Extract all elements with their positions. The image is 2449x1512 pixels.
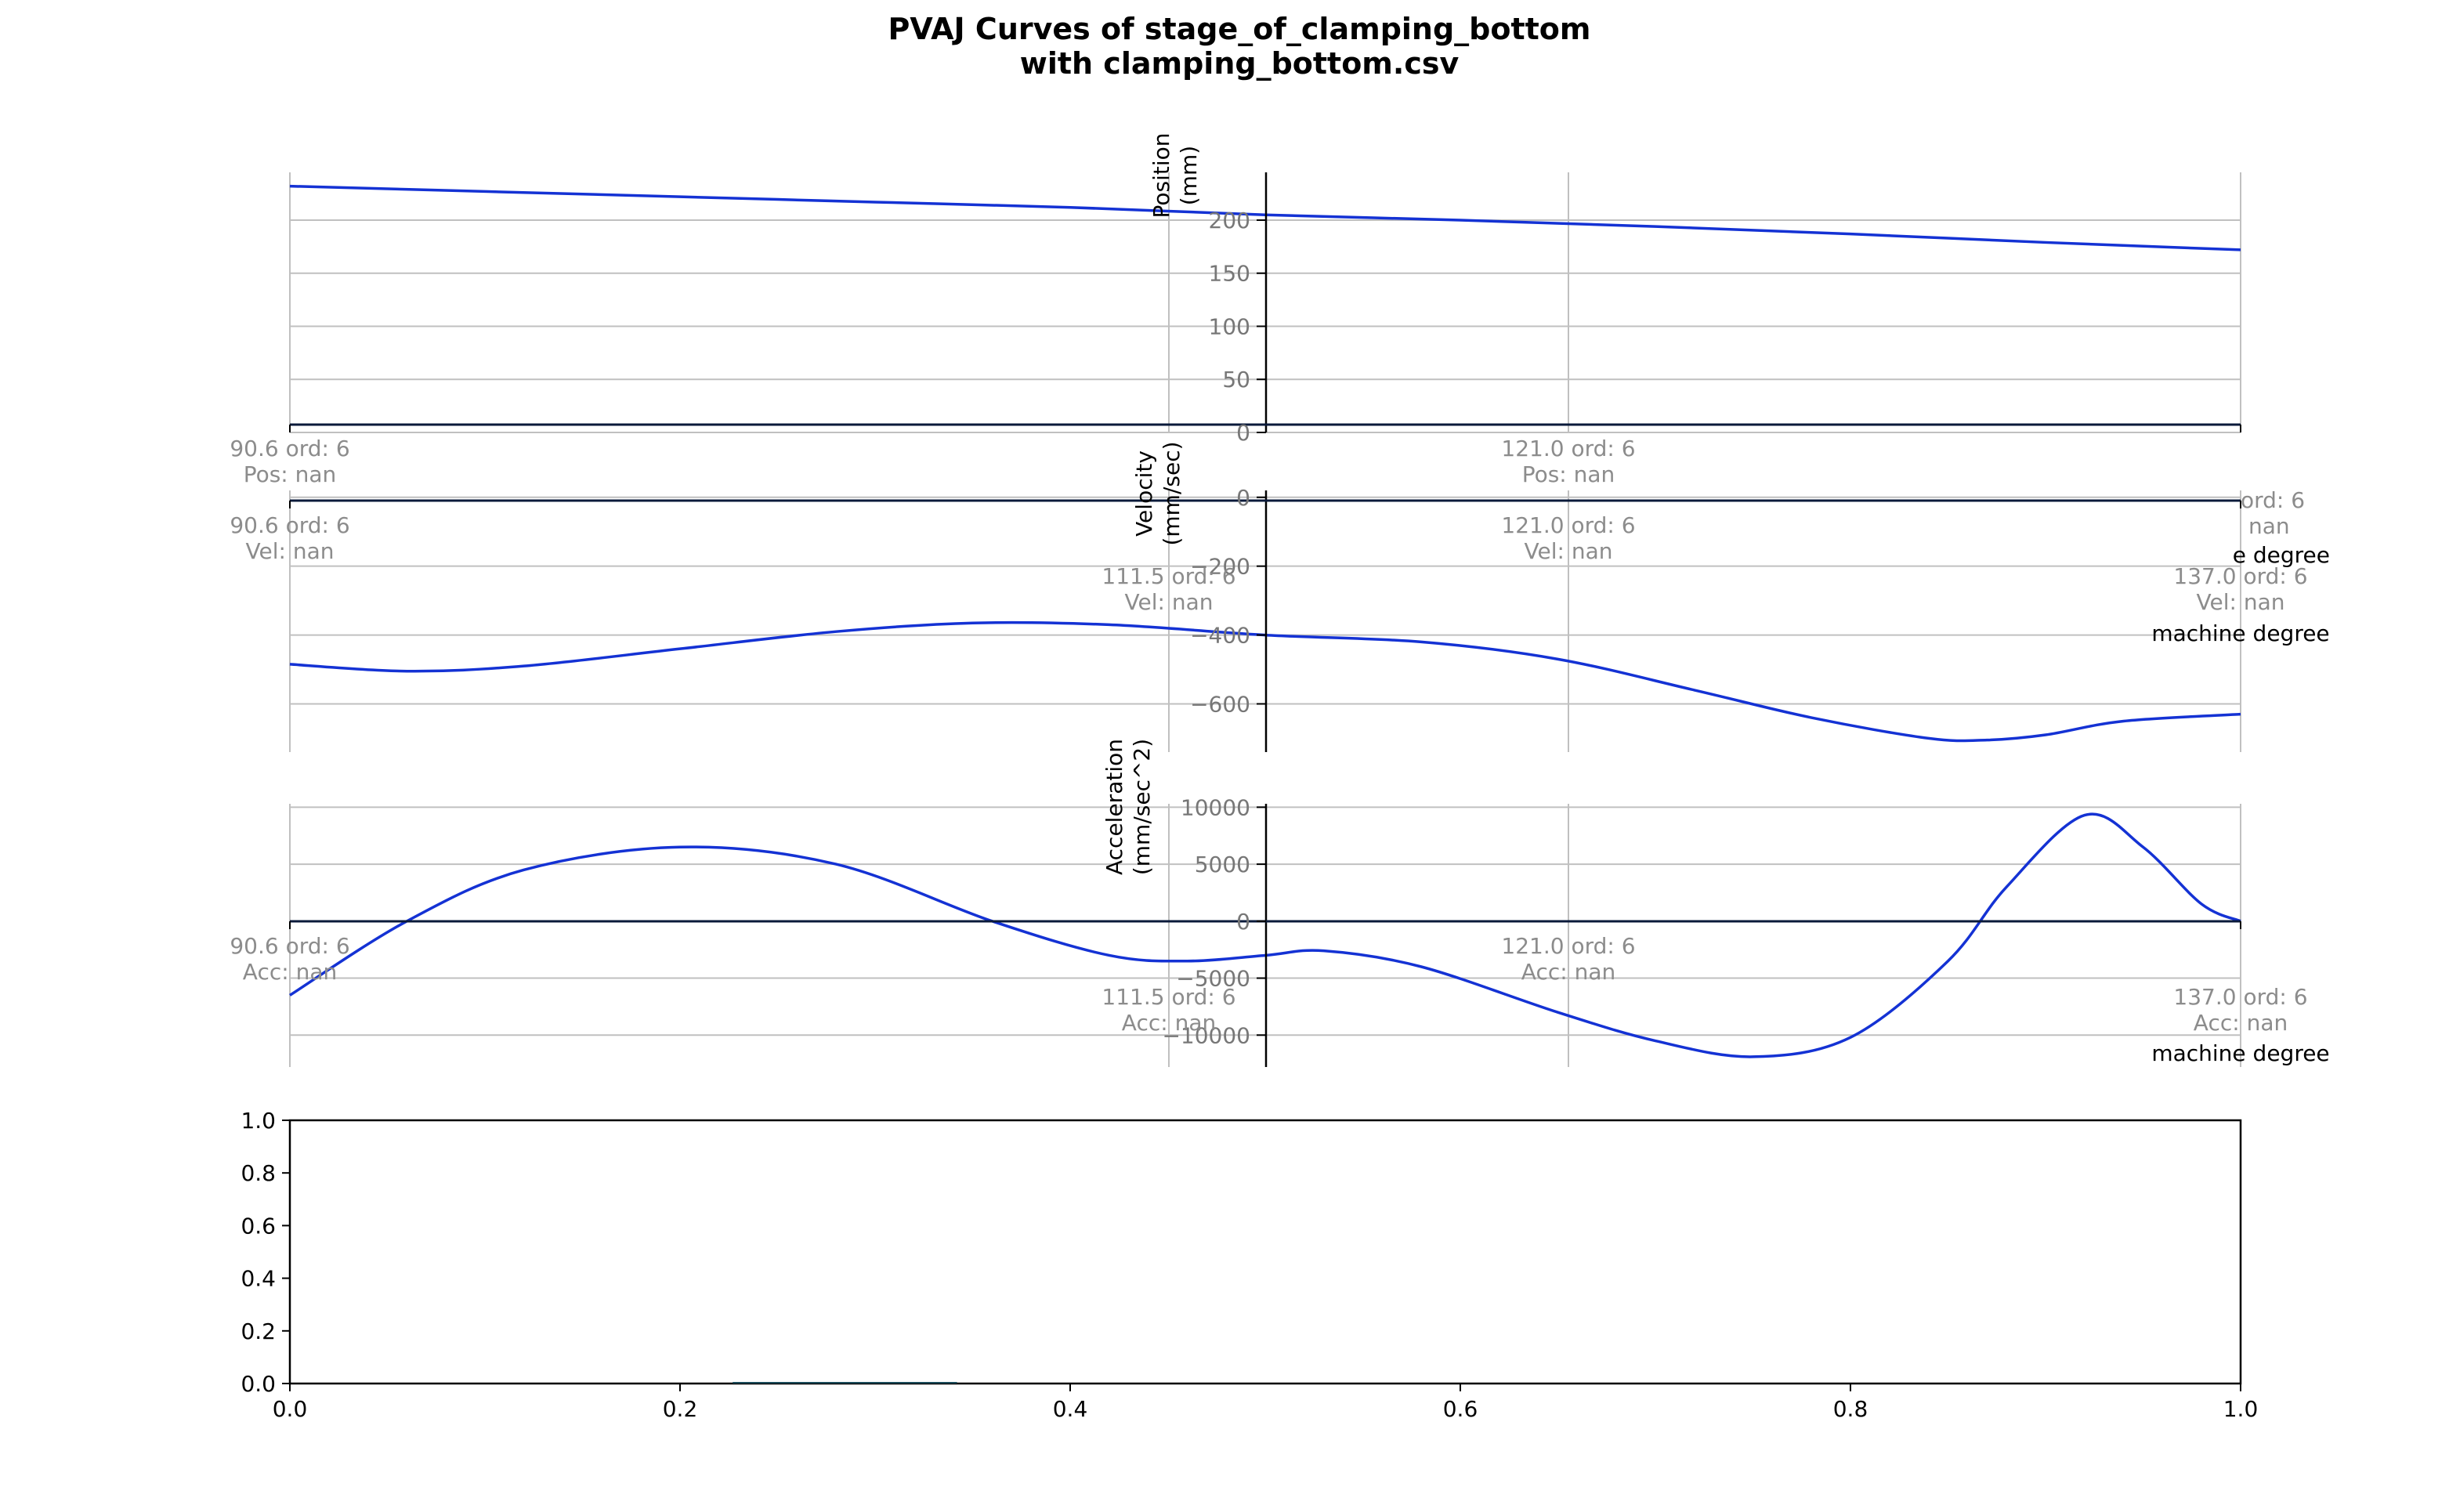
- velocity-ytick-label: 0: [1236, 485, 1250, 511]
- pos-marker-906-line1: 90.6 ord: 6: [230, 436, 349, 461]
- vel-marker-1210-line2: Vel: nan: [1525, 538, 1613, 564]
- empty-panel-xtick-label: 0.2: [663, 1396, 698, 1422]
- acceleration-ytick-label: 10000: [1181, 794, 1250, 820]
- position-ytick-label: 0: [1236, 420, 1250, 446]
- velocity-panel: 0 −200 −400 −600 Velocity (mm/sec) 90.6 ord…: [230, 441, 2330, 752]
- acceleration-ytick-label: −10000: [1162, 1022, 1250, 1048]
- figure-title-line1: PVAJ Curves of stage_of_clamping_bottom: [888, 12, 1590, 46]
- acc-marker-1370-line1: 137.0 ord: 6: [2173, 984, 2307, 1010]
- empty-panel-ytick-label: 0.8: [241, 1160, 276, 1186]
- vel-annotation-clipped-degree: e degree: [2233, 542, 2330, 568]
- position-ytick-label: 50: [1222, 367, 1250, 392]
- acceleration-ytick-label: 5000: [1195, 852, 1250, 877]
- acc-marker-906-line2: Acc: nan: [243, 959, 337, 985]
- empty-panel-xtick-label: 0.8: [1833, 1396, 1868, 1422]
- vel-annotation-machine-degree: machine degree: [2151, 620, 2329, 646]
- empty-panel-y-ticks: 0.0 0.2 0.4 0.6 0.8 1.0: [241, 1108, 290, 1397]
- empty-panel-ytick-label: 1.0: [241, 1108, 276, 1134]
- position-y-ticks: 0 50 100 150 200: [289, 208, 2241, 446]
- empty-panel-ytick-label: 0.2: [241, 1318, 276, 1344]
- acceleration-curve-line: [289, 812, 2241, 1058]
- pos-marker-1210-line2: Pos: nan: [1522, 461, 1615, 487]
- empty-panel-x-ticks: 0.0 0.2 0.4 0.6 0.8 1.0: [273, 1384, 2259, 1422]
- acc-annotation-machine-degree: machine degree: [2151, 1040, 2329, 1066]
- acc-marker-1115-line1: 111.5 ord: 6: [1102, 984, 1235, 1010]
- velocity-ytick-label: −600: [1190, 691, 1250, 717]
- acceleration-y-ticks: 10000 5000 0 −5000 −10000: [289, 794, 2241, 1048]
- acceleration-panel: 10000 5000 0 −5000 −10000 Acceleration (mm/s…: [230, 739, 2330, 1067]
- figure-title-line2: with clamping_bottom.csv: [1020, 46, 1460, 81]
- empty-panel-xtick-label: 0.6: [1443, 1396, 1478, 1422]
- empty-panel-frame: [288, 1119, 2242, 1385]
- vel-marker-1115-line2: Vel: nan: [1125, 589, 1214, 615]
- velocity-ytick-label: −200: [1190, 554, 1250, 580]
- acc-marker-1210-line1: 121.0 ord: 6: [1501, 933, 1635, 959]
- vel-marker-906-line1: 90.6 ord: 6: [230, 512, 349, 538]
- acc-marker-1210-line2: Acc: nan: [1521, 959, 1615, 985]
- velocity-curve-layer: [289, 620, 2241, 743]
- empty-panel-ytick-label: 0.6: [241, 1213, 276, 1239]
- vel-marker-1210-line1: 121.0 ord: 6: [1501, 512, 1635, 538]
- acceleration-ylabel-line1: Acceleration: [1102, 739, 1127, 875]
- vel-marker-clipped-line2: nan: [2248, 513, 2290, 539]
- velocity-ylabel-line2: (mm/sec): [1159, 441, 1185, 545]
- empty-panel-ytick-label: 0.0: [241, 1371, 276, 1397]
- acc-marker-1370-line2: Acc: nan: [2194, 1010, 2288, 1036]
- acc-marker-1115-line2: Acc: nan: [1122, 1010, 1216, 1036]
- acceleration-curve-layer: [289, 812, 2241, 1058]
- position-ytick-label: 150: [1209, 261, 1250, 287]
- acc-marker-906-line1: 90.6 ord: 6: [230, 933, 349, 959]
- velocity-y-ticks: 0 −200 −400 −600: [289, 485, 2241, 717]
- empty-panel-xtick-label: 1.0: [2223, 1396, 2259, 1422]
- position-ytick-label: 200: [1209, 208, 1250, 233]
- position-ytick-label: 100: [1209, 313, 1250, 339]
- vel-marker-1115-line1: 111.5 ord: 6: [1102, 563, 1235, 589]
- acceleration-ytick-label: −5000: [1176, 966, 1250, 992]
- acceleration-ylabel-line2: (mm/sec^2): [1129, 739, 1155, 875]
- position-ylabel-line2: (mm): [1176, 146, 1202, 205]
- velocity-ytick-label: −400: [1190, 623, 1250, 649]
- empty-panel-xtick-label: 0.4: [1053, 1396, 1088, 1422]
- empty-panel: 0.0 0.2 0.4 0.6 0.8 1.0 0.0 0.2 0.4 0.6 0.8 1.0: [241, 1108, 2258, 1422]
- vel-marker-1370-line2: Vel: nan: [2197, 589, 2285, 615]
- vel-marker-906-line2: Vel: nan: [246, 538, 335, 564]
- velocity-ylabel-line1: Velocity: [1131, 450, 1157, 537]
- position-ylabel-line1: Position: [1149, 132, 1174, 218]
- empty-panel-ytick-label: 0.4: [241, 1266, 276, 1292]
- velocity-curve-line: [289, 620, 2241, 743]
- pos-marker-1210-line1: 121.0 ord: 6: [1501, 436, 1635, 461]
- pos-marker-906-line2: Pos: nan: [244, 461, 337, 487]
- vel-marker-1370-line1: 137.0 ord: 6: [2173, 563, 2307, 589]
- vel-marker-clipped-line1: ord: 6: [2241, 487, 2305, 513]
- empty-panel-xtick-label: 0.0: [273, 1396, 308, 1422]
- acceleration-ytick-label: 0: [1236, 909, 1250, 935]
- position-panel: 0 50 100 150 200 Position (mm) 90.6 ord: 6 P…: [230, 132, 2241, 487]
